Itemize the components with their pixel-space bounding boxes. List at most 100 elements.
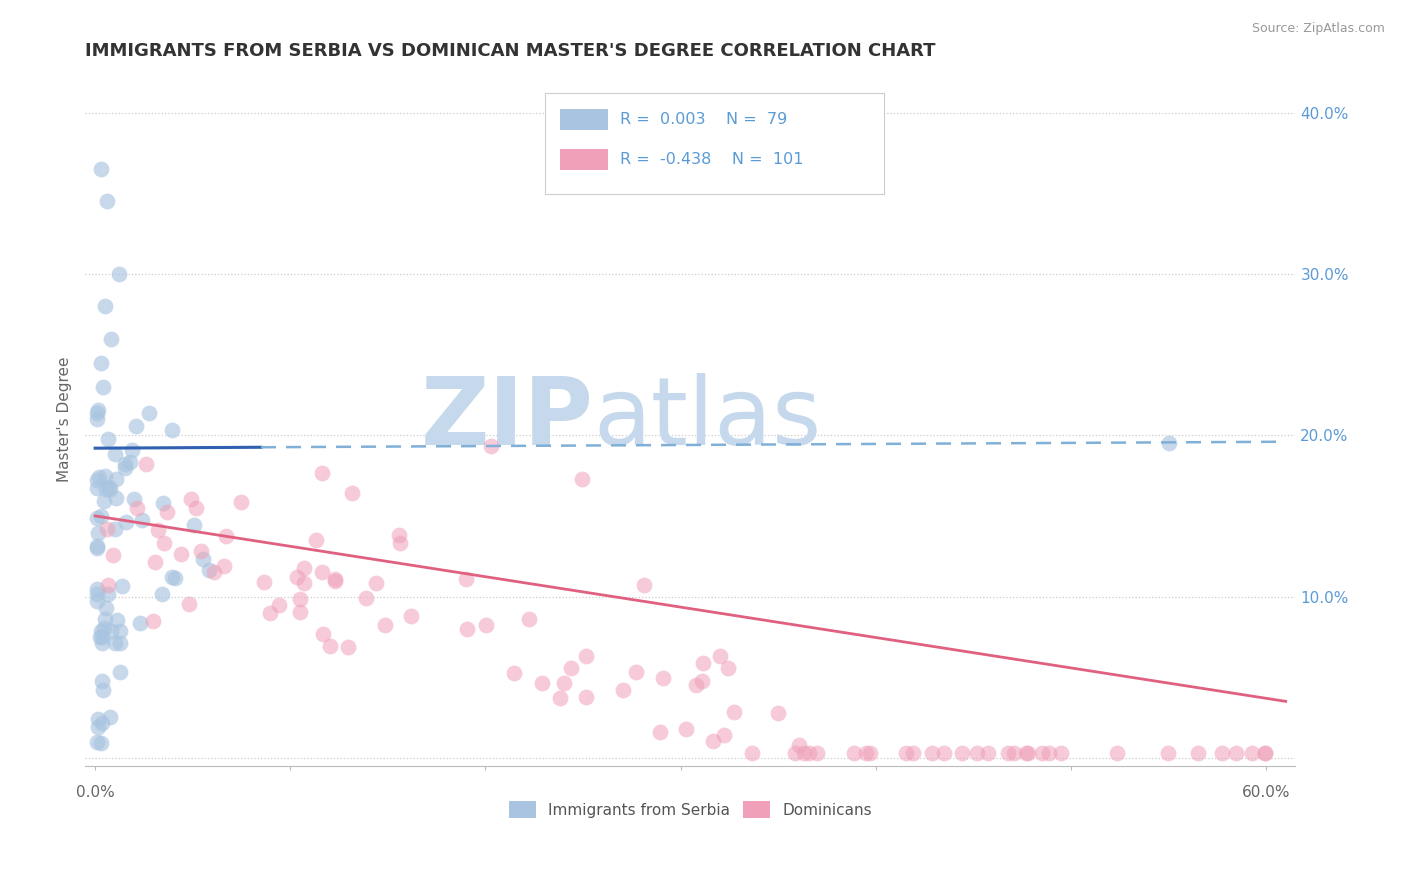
Point (94, 600, 117, 615)
Point (259, 606, 281, 620)
Point (170, 547, 193, 561)
Point (108, 665, 131, 680)
Point (797, 746, 820, 760)
Point (179, 597, 201, 611)
Point (97, 587, 120, 601)
Point (312, 627, 335, 641)
Point (120, 455, 142, 469)
Point (519, 612, 541, 626)
Point (90, 674, 112, 689)
Point (96, 194, 118, 209)
Point (184, 500, 207, 515)
Point (94, 482, 117, 496)
Point (741, 746, 763, 760)
Point (288, 591, 311, 606)
Point (713, 728, 735, 742)
Text: 60.0%: 60.0% (1241, 785, 1291, 800)
Point (709, 649, 731, 664)
Point (91, 630, 114, 644)
Point (212, 559, 235, 574)
Point (150, 587, 173, 601)
Point (793, 746, 815, 760)
Point (702, 734, 724, 748)
Point (160, 423, 183, 437)
Point (685, 678, 707, 692)
Point (1187, 746, 1209, 760)
Point (104, 636, 127, 650)
Point (997, 746, 1019, 760)
Point (723, 705, 745, 719)
Point (388, 536, 411, 550)
Point (142, 615, 165, 629)
Point (86, 473, 108, 487)
Y-axis label: Master's Degree: Master's Degree (58, 357, 72, 482)
Point (135, 457, 157, 471)
Point (311, 467, 333, 481)
Point (104, 491, 127, 505)
Point (374, 618, 396, 632)
Point (479, 439, 502, 453)
Point (231, 495, 253, 509)
Point (108, 635, 131, 649)
Point (94, 469, 117, 483)
Point (789, 738, 811, 752)
Point (97, 577, 120, 591)
FancyBboxPatch shape (560, 149, 609, 169)
Point (894, 746, 917, 760)
Point (124, 419, 146, 434)
Point (267, 598, 290, 612)
Text: 0.0%: 0.0% (76, 785, 114, 800)
Point (90, 716, 112, 731)
Point (388, 528, 411, 542)
Point (1049, 746, 1071, 760)
Point (86, 511, 108, 525)
Point (86, 594, 108, 608)
Point (105, 613, 128, 627)
FancyBboxPatch shape (560, 109, 609, 130)
Point (337, 640, 360, 655)
Point (183, 517, 205, 532)
Point (86, 541, 108, 555)
Point (86, 587, 108, 601)
Point (290, 605, 312, 619)
Point (98, 710, 121, 724)
Point (977, 746, 1000, 760)
Point (91, 682, 114, 697)
Point (292, 576, 315, 591)
Point (204, 565, 226, 579)
Text: Source: ZipAtlas.com: Source: ZipAtlas.com (1251, 22, 1385, 36)
Point (842, 746, 865, 760)
Point (180, 492, 202, 507)
Point (215, 529, 238, 543)
Point (86, 406, 108, 420)
Point (98, 482, 121, 496)
Point (1225, 746, 1247, 760)
Point (87, 712, 110, 726)
Point (104, 471, 127, 485)
Point (675, 722, 697, 736)
Point (114, 461, 136, 475)
Point (503, 666, 526, 681)
Point (114, 457, 136, 471)
Point (90, 162, 112, 177)
Point (531, 676, 554, 690)
Point (903, 746, 925, 760)
Point (921, 746, 943, 760)
Point (90, 624, 112, 639)
Point (1254, 746, 1277, 760)
Point (86, 481, 108, 495)
Point (624, 665, 647, 679)
Point (90, 509, 112, 524)
Point (855, 746, 877, 760)
Point (90, 356, 112, 370)
Point (806, 746, 828, 760)
Point (548, 690, 571, 705)
Point (475, 618, 498, 632)
Point (86, 582, 108, 596)
Point (1211, 746, 1233, 760)
Point (148, 523, 170, 537)
Point (87, 525, 110, 540)
Point (152, 496, 174, 510)
Point (966, 746, 988, 760)
Point (319, 640, 342, 654)
